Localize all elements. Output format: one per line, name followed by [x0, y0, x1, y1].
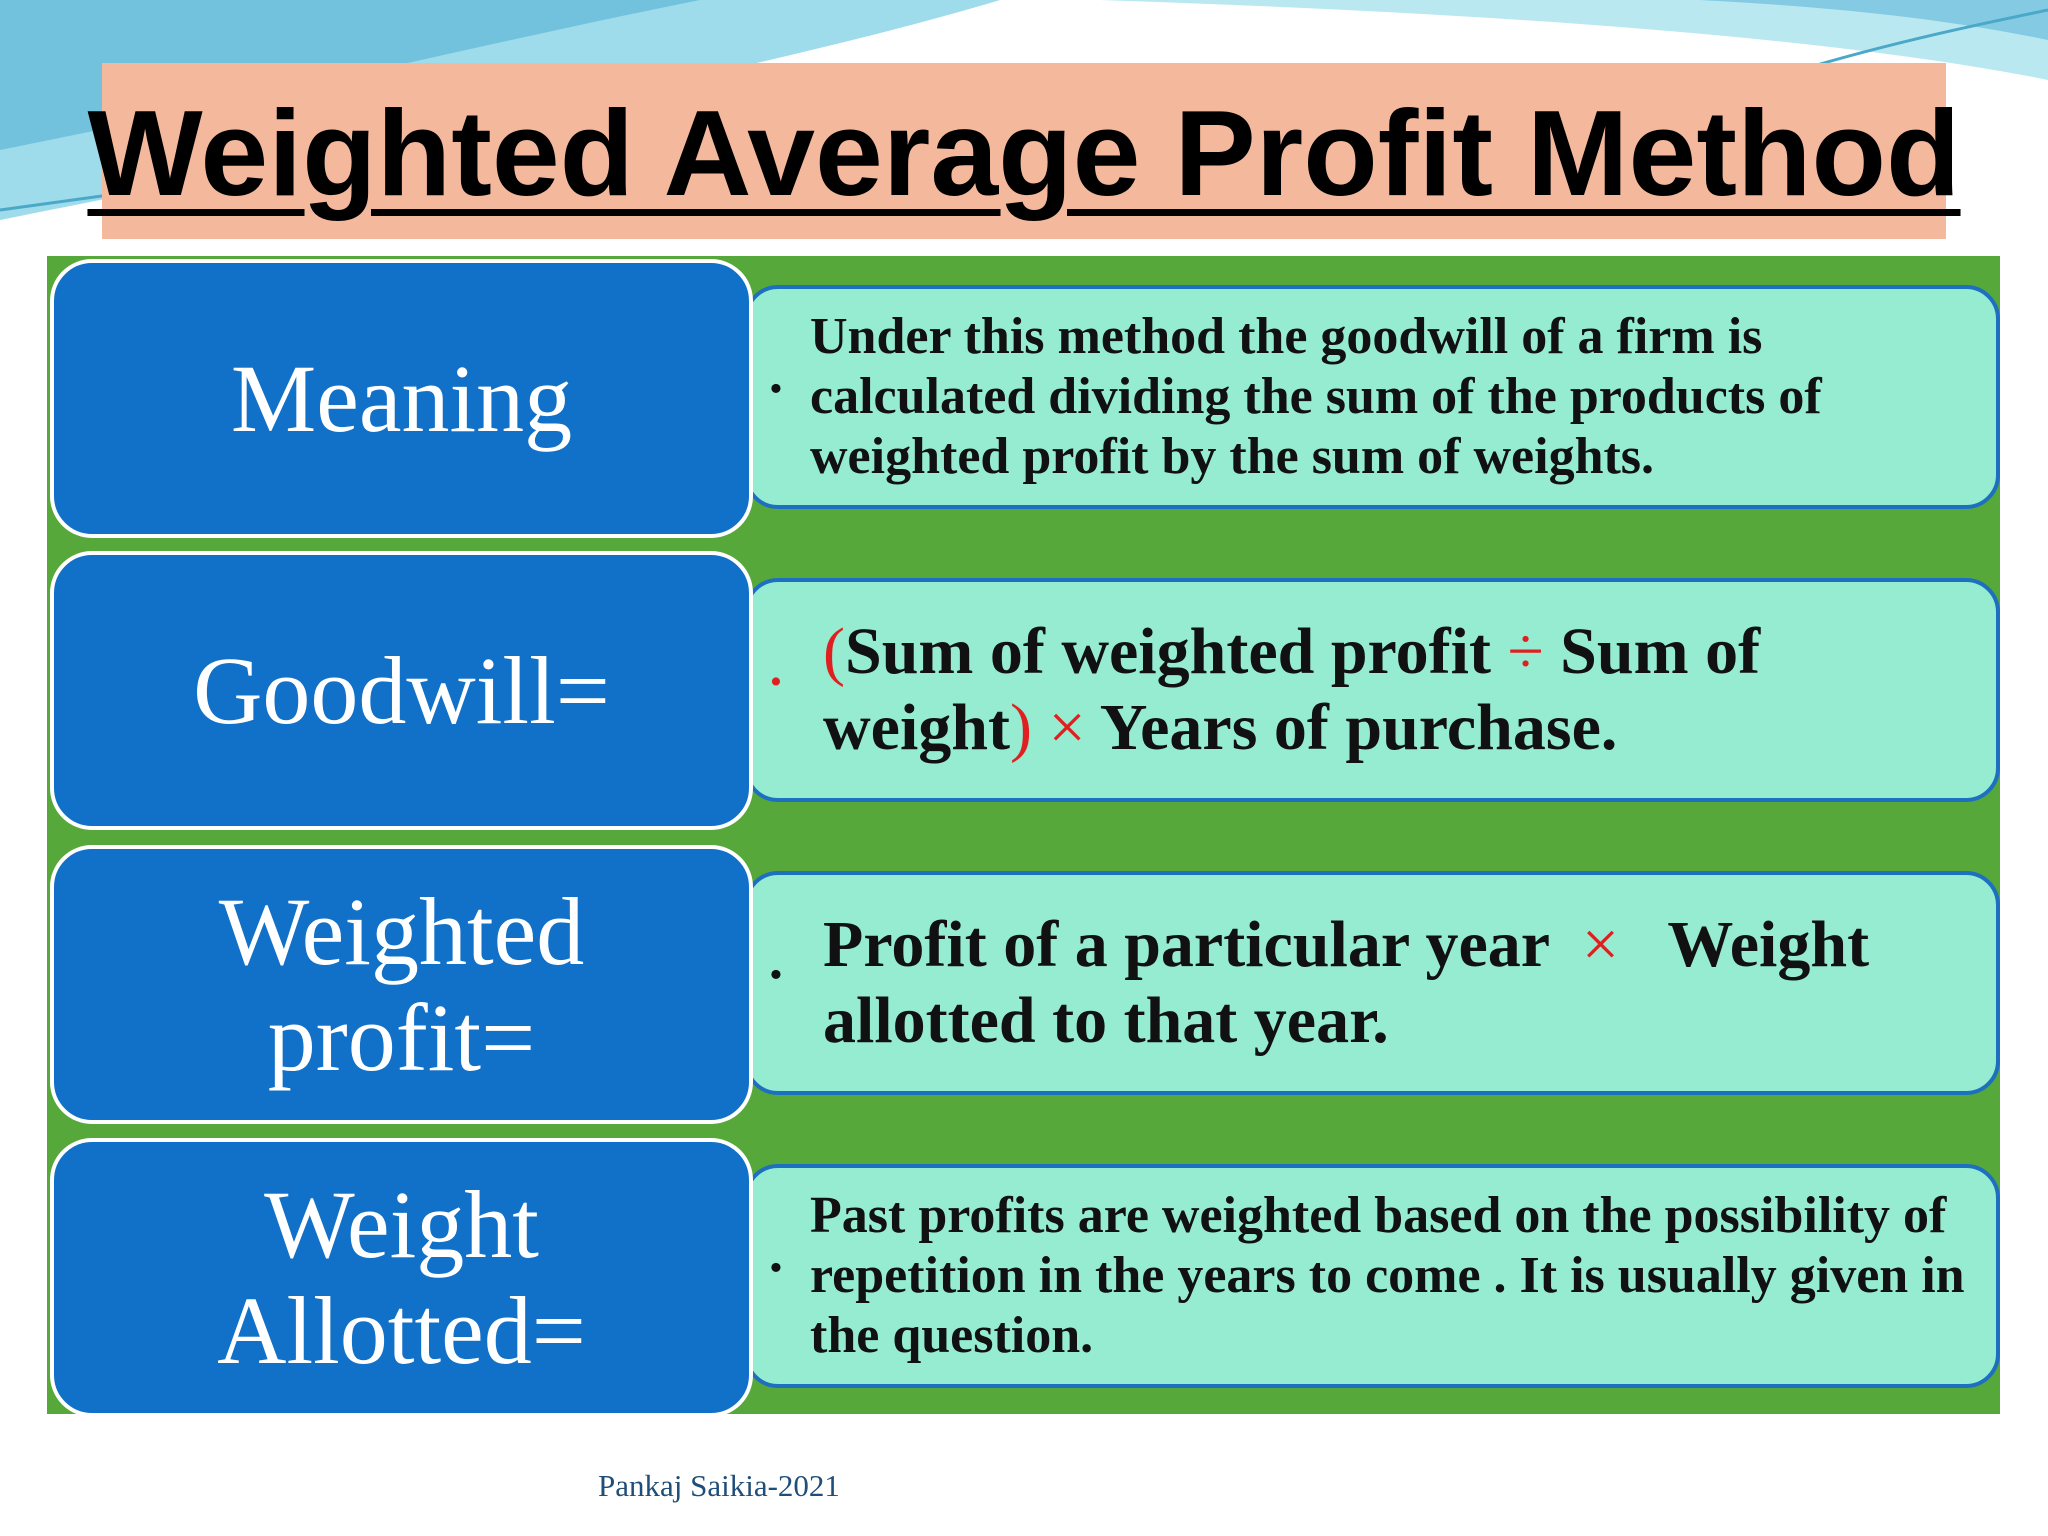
row-description: • Past profits are weighted based on the … [744, 1164, 2000, 1388]
description-text: Under this method the goodwill of a firm… [810, 308, 1822, 485]
row-label: Meaning [50, 259, 753, 538]
operator: ÷ [1507, 615, 1544, 689]
description-text: Sum of weighted profit [844, 615, 1491, 689]
parenthesis: ) [1009, 691, 1032, 764]
description-text: Profit of a particular year [823, 908, 1549, 982]
row-description: • Under this method the goodwill of a fir… [744, 285, 2000, 509]
description-text: Past profits are weighted based on the p… [810, 1187, 1965, 1364]
row-description: • (Sum of weighted profit ÷ Sum of weight… [744, 578, 2000, 802]
footer: Pankaj Saikia-2021 [598, 1468, 840, 1503]
operator: × [1048, 691, 1086, 764]
row-label: Goodwill= [50, 551, 753, 830]
title-box [102, 63, 1946, 239]
title: Weighted Average Profit Method [87, 85, 1961, 221]
description-text: Weight allotted to that year. [823, 908, 1870, 1057]
row-label: Weight Allotted= [50, 1138, 753, 1417]
description-text: Years of purchase. [1099, 691, 1618, 764]
parenthesis: ( [823, 615, 845, 689]
description-text: Sum of weight [823, 615, 1761, 764]
row-label: Weighted profit= [50, 845, 753, 1124]
row-description: • Profit of a particular year × Weight al… [744, 871, 2000, 1095]
operator: × [1581, 908, 1620, 982]
